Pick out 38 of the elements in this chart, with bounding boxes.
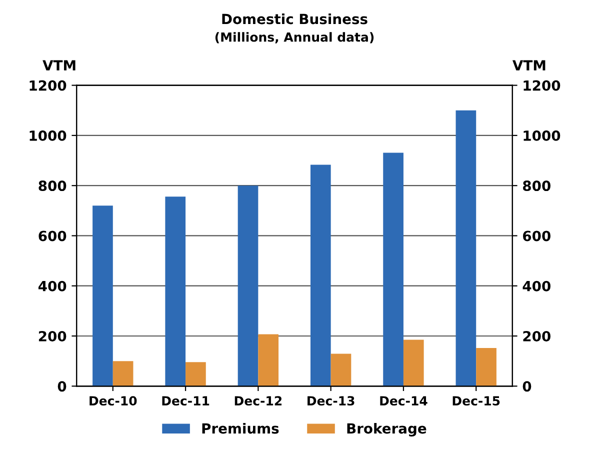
y-tick-label: 600 <box>38 230 66 242</box>
y2-tick-label: 1000 <box>524 130 560 141</box>
bar <box>403 340 424 386</box>
x-tick-label: Dec-12 <box>234 396 282 406</box>
y-tick-label: 800 <box>38 180 66 192</box>
bar <box>186 362 206 386</box>
chart-subtitle: (Millions, Annual data) <box>215 32 374 44</box>
y-tick-label: 400 <box>38 280 66 292</box>
bar <box>330 354 352 386</box>
bar <box>258 334 279 386</box>
y2-tick-label: 1200 <box>524 80 560 91</box>
legend-label: Brokerage <box>347 422 426 436</box>
bar <box>383 152 404 386</box>
bar <box>92 206 113 386</box>
x-tick-label: Dec-11 <box>162 396 210 406</box>
bar <box>456 110 476 386</box>
legend-label: Premiums <box>202 422 279 434</box>
y-tick-label: 200 <box>38 330 66 342</box>
bar <box>238 186 258 386</box>
x-tick-label: Dec-15 <box>452 396 500 406</box>
x-tick-label: Dec-10 <box>90 396 137 406</box>
y2-tick-label: 800 <box>523 180 550 192</box>
y-tick-label: 1200 <box>30 80 66 91</box>
x-tick-label: Dec-13 <box>308 396 354 406</box>
y2-tick-label: 200 <box>523 330 550 342</box>
y2-tick-label: 400 <box>522 280 550 292</box>
bar <box>165 196 186 386</box>
y2-axis-title: VTM <box>512 60 546 70</box>
y2-tick-label: 0 <box>522 381 532 392</box>
y-axis-title: VTM <box>42 60 76 70</box>
chart-title: Domestic Business <box>222 13 368 24</box>
x-tick-label: Dec-14 <box>380 396 428 406</box>
y-tick-label: 0 <box>58 381 66 392</box>
y2-tick-label: 600 <box>523 230 550 242</box>
bar <box>112 361 134 386</box>
bar <box>310 164 331 386</box>
bar <box>476 348 496 386</box>
y-tick-label: 1000 <box>30 130 66 141</box>
